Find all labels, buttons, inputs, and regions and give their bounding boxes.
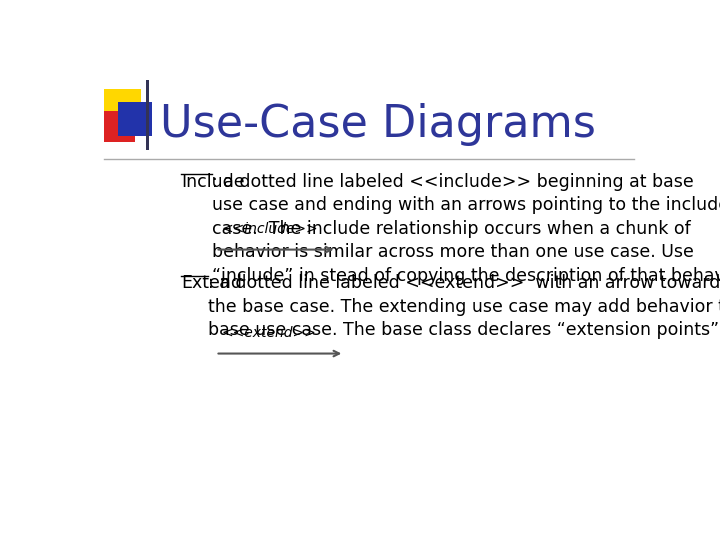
Text: <<include>>: <<include>> <box>222 222 318 236</box>
Text: Use-Case Diagrams: Use-Case Diagrams <box>160 103 595 146</box>
FancyBboxPatch shape <box>104 111 135 142</box>
Text: <<extend>>: <<extend>> <box>222 326 317 340</box>
Text: : a dotted line labeled <<extend>>  with an arrow toward
the base case. The exte: : a dotted line labeled <<extend>> with … <box>208 274 720 340</box>
FancyBboxPatch shape <box>145 80 149 150</box>
FancyBboxPatch shape <box>118 102 152 136</box>
Text: : a dotted line labeled <<include>> beginning at base
use case and ending with a: : a dotted line labeled <<include>> begi… <box>212 173 720 285</box>
Text: Extend: Extend <box>181 274 243 292</box>
FancyBboxPatch shape <box>104 90 141 126</box>
Text: Include: Include <box>181 173 245 191</box>
